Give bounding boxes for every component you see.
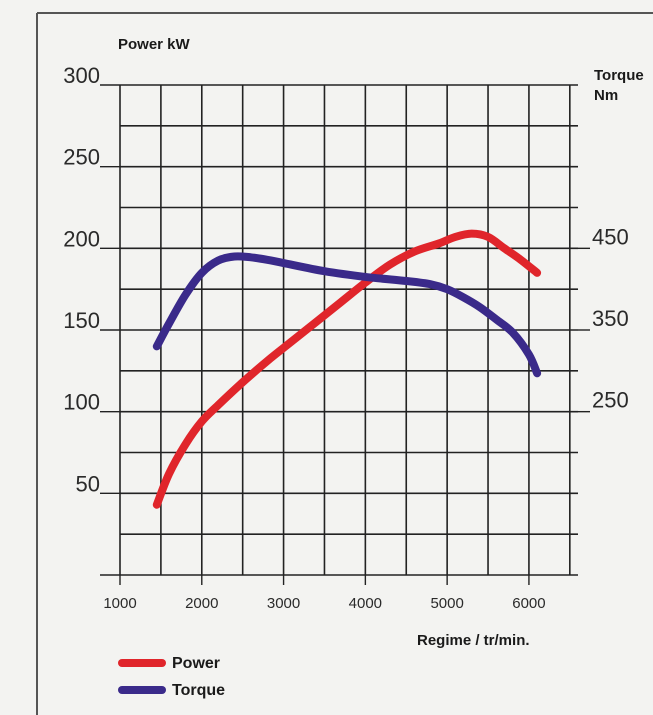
y-right-tick-label-2: 450 <box>592 224 629 249</box>
y-right-tick-label-0: 250 <box>592 388 629 413</box>
series-layer <box>152 229 542 509</box>
right-axis-title-line2: Nm <box>594 87 618 104</box>
y-left-tick-label-1: 100 <box>63 390 100 415</box>
x-tick-label-0: 1000 <box>103 595 136 612</box>
y-left-tick-label-4: 250 <box>63 145 100 170</box>
legend-label-torque: Torque <box>172 682 225 699</box>
x-tick-label-1: 2000 <box>185 595 218 612</box>
left-axis-title: Power kW <box>118 36 191 53</box>
series-line-torque <box>152 252 542 378</box>
y-left-tick-label-2: 150 <box>63 308 100 333</box>
x-tick-label-4: 5000 <box>430 595 463 612</box>
x-tick-label-5: 6000 <box>512 595 545 612</box>
x-tick-label-2: 3000 <box>267 595 300 612</box>
x-axis-title: Regime / tr/min. <box>417 632 530 649</box>
y-left-tick-label-3: 200 <box>63 226 100 251</box>
legend: Power Torque <box>118 655 225 699</box>
x-tick-label-3: 4000 <box>349 595 382 612</box>
y-left-tick-label-0: 50 <box>76 471 100 496</box>
series-line-power <box>152 229 542 509</box>
y-left-tick-label-5: 300 <box>63 63 100 88</box>
y-right-tick-label-1: 350 <box>592 306 629 331</box>
tick-labels: 50 100 150 200 250 300 250 350 450 1000 2000 3000 40… <box>63 63 628 612</box>
legend-label-power: Power <box>172 655 220 672</box>
right-axis-title-line1: Torque <box>594 67 644 84</box>
axis-ticks <box>100 84 590 585</box>
